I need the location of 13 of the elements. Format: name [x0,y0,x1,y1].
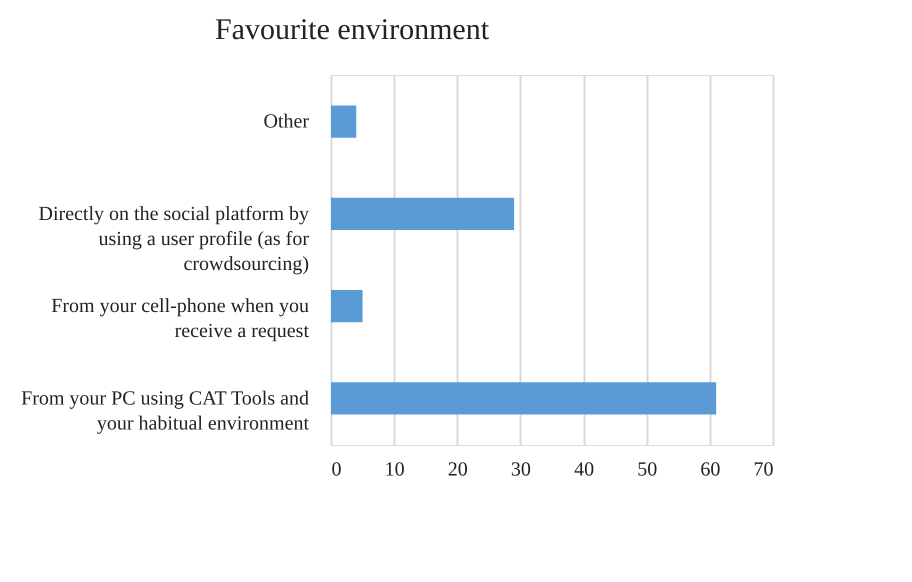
x-tick-label: 10 [384,458,405,480]
x-tick-label: 0 [332,458,342,480]
y-tick-label: Other [263,110,310,133]
x-tick-label: 60 [700,458,720,480]
chart-title: Favourite environment [214,13,490,46]
y-tick-label: From your PC using CAT Tools and your habitual environment [21,387,310,434]
y-tick-label: From your cell-phone when you receive a request [51,295,310,342]
x-tick-label: 40 [574,458,594,480]
x-tick-label: 50 [637,458,658,480]
x-tick-label: 70 [754,458,774,480]
y-tick-label: Directly on the social platform by using a user profile (as for crowdsourcing) [38,202,310,275]
x-tick-label: 30 [510,458,531,480]
x-tick-label: 20 [448,458,468,480]
